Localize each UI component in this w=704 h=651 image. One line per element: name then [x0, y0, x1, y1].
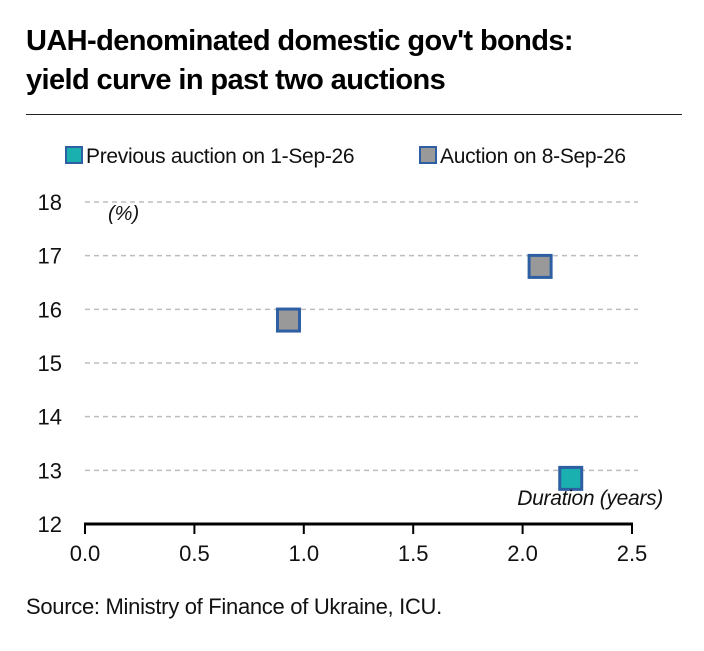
y-tick-label: 12: [38, 512, 62, 537]
x-tick-label: 0.5: [179, 541, 210, 566]
y-tick-label: 15: [38, 351, 62, 376]
source-note: Source: Ministry of Finance of Ukraine, …: [26, 594, 442, 619]
x-tick-label: 1.5: [398, 541, 429, 566]
legend: Previous auction on 1-Sep-26 Auction on …: [65, 145, 626, 168]
data-point-auction: [275, 307, 301, 333]
data-point-previous-auction: [558, 465, 584, 491]
y-tick-label: 17: [38, 244, 62, 269]
legend-swatch-previous-auction: [65, 146, 83, 164]
x-tick-label: 2.0: [507, 541, 538, 566]
y-tick-label: 13: [38, 458, 62, 483]
legend-swatch-auction: [419, 146, 437, 164]
data-point-auction: [527, 253, 553, 279]
data-points: [275, 253, 584, 491]
x-tick-label: 1.0: [289, 541, 320, 566]
legend-label-previous-auction: Previous auction on 1-Sep-26: [86, 145, 354, 168]
chart-title-line-1: UAH-denominated domestic gov't bonds:: [26, 25, 574, 57]
title-divider: [26, 114, 682, 115]
x-tick-label: 0.0: [70, 541, 101, 566]
y-axis-tick-labels: 12 13 14 15 16 17 18: [38, 190, 62, 537]
chart-title: UAH-denominated domestic gov't bonds: yi…: [26, 22, 686, 100]
chart-title-line-2: yield curve in past two auctions: [26, 64, 446, 96]
scatter-chart: Previous auction on 1-Sep-26 Auction on …: [38, 145, 664, 566]
x-axis-label: Duration (years): [517, 487, 663, 510]
gridlines: [85, 201, 638, 472]
legend-label-auction: Auction on 8-Sep-26: [440, 145, 626, 168]
y-tick-label: 16: [38, 297, 62, 322]
x-axis: [84, 522, 633, 534]
y-tick-label: 18: [38, 190, 62, 215]
y-axis-unit-label: (%): [108, 203, 139, 225]
x-axis-tick-labels: 0.0 0.5 1.0 1.5 2.0 2.5: [70, 541, 648, 566]
x-tick-label: 2.5: [617, 541, 648, 566]
y-tick-label: 14: [38, 405, 62, 430]
